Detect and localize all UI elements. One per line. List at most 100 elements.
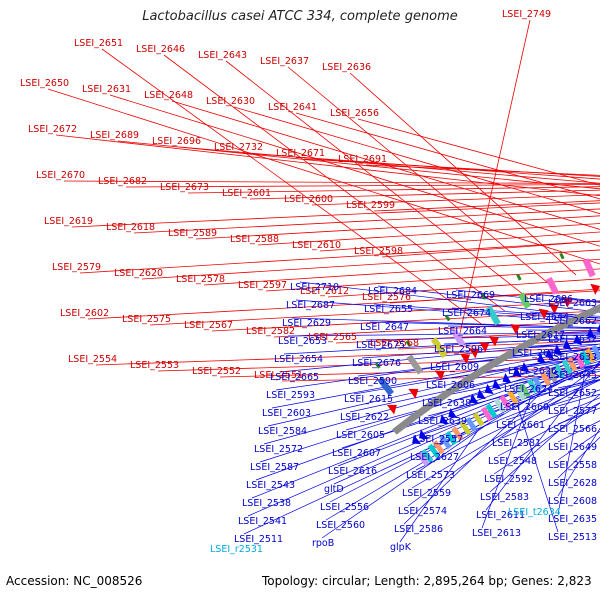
forward-gene-label: LSEI_2565 <box>308 332 357 343</box>
forward-gene-label: LSEI_2646 <box>136 44 185 55</box>
reverse-gene-label: LSEI_2543 <box>246 480 295 491</box>
leader-line <box>101 48 482 325</box>
reverse-gene-label: LSEI_2603 <box>262 408 311 419</box>
leader-line <box>203 258 600 286</box>
reverse-gene-label: glpK <box>390 542 412 553</box>
reverse-gene-label: LSEI_2661 <box>496 420 545 431</box>
feature-track-inner <box>412 323 600 467</box>
leader-line <box>481 397 532 529</box>
leader-line <box>211 310 600 332</box>
leader-line <box>341 363 600 449</box>
feature-band <box>574 353 586 369</box>
reverse-gene-label: LSEI_2622 <box>340 412 389 423</box>
leader-line <box>327 278 600 298</box>
reverse-gene-arrow <box>562 339 572 351</box>
leader-line <box>95 347 600 366</box>
feature-band <box>561 359 573 375</box>
forward-gene-label: LSEI_2612 <box>300 286 349 297</box>
leader-line <box>241 152 600 180</box>
forward-gene-arrow <box>510 323 521 335</box>
leader-line <box>71 202 600 228</box>
rna-gene-label: LSEI_t2634 <box>508 507 561 518</box>
forward-gene-label: LSEI_2689 <box>90 130 139 141</box>
forward-gene-arrow <box>488 336 499 347</box>
feature-band <box>527 378 539 394</box>
reverse-gene-arrow <box>537 353 547 364</box>
forward-gene-arrow <box>548 303 559 315</box>
reverse-gene-label: LSEI_2654 <box>274 354 323 365</box>
leader-line <box>319 231 600 252</box>
leader-line <box>265 268 600 292</box>
leader-line <box>361 341 600 359</box>
feature-band <box>451 426 464 441</box>
forward-gene-label: LSEI_2648 <box>144 90 193 101</box>
leader-line <box>271 346 600 409</box>
reverse-gene-label: LSEI_2644 <box>520 312 569 323</box>
leader-line <box>369 321 600 329</box>
leader-line <box>321 421 491 539</box>
reverse-gene-label: LSEI_2669 <box>446 290 495 301</box>
forward-gene-label: LSEI_2579 <box>52 262 101 273</box>
reverse-gene-arrow <box>412 434 422 445</box>
rna-feature-mark <box>405 340 412 347</box>
leader-line <box>435 356 600 381</box>
forward-gene-label: LSEI_2597 <box>238 280 287 291</box>
leader-line <box>365 164 600 176</box>
forward-gene-arrow <box>460 353 471 364</box>
leader-line <box>79 240 600 274</box>
reverse-gene-label: LSEI_2608 <box>548 496 597 507</box>
reverse-gene-label: LSEI_2628 <box>548 478 597 489</box>
leader-line <box>141 249 600 280</box>
reverse-gene-label: LSEI_2586 <box>394 524 443 535</box>
feature-band <box>465 416 478 432</box>
reverse-gene-label: LSEI_2633 <box>548 352 597 363</box>
forward-gene-label: LSEI_2691 <box>338 154 387 165</box>
leader-line <box>501 397 600 439</box>
leader-line <box>117 140 600 190</box>
reverse-gene-arrow <box>502 372 512 384</box>
feature-track-outer <box>374 252 600 415</box>
forward-gene-label: LSEI_2588 <box>230 234 279 245</box>
rna-gene-label: LSEI_r2531 <box>210 544 263 555</box>
forward-gene-arrow <box>538 308 549 320</box>
reverse-gene-label: LSEI_2629 <box>282 318 331 329</box>
forward-gene-label: LSEI_2631 <box>82 84 131 95</box>
forward-gene-label: LSEI_2567 <box>184 320 233 331</box>
forward-gene-label: LSEI_2620 <box>114 268 163 279</box>
rna-feature-mark <box>516 273 522 281</box>
leader-line <box>357 118 600 186</box>
leader-line <box>255 355 600 481</box>
forward-gene-label: LSEI_2643 <box>198 50 247 61</box>
leader-line <box>389 288 600 304</box>
leader-line <box>493 402 600 475</box>
leader-line <box>516 405 559 533</box>
reverse-gene-arrow <box>553 344 563 355</box>
leader-line <box>287 332 600 337</box>
reverse-gene-label: LSEI_2611 <box>476 510 525 521</box>
reverse-gene-label: LSEI_2710 <box>290 282 339 293</box>
forward-gene-label: LSEI_2602 <box>60 308 109 319</box>
feature-band <box>420 448 434 463</box>
reverse-gene-label: LSEI_2653 <box>278 336 327 347</box>
forward-gene-label: LSEI_2637 <box>260 56 309 67</box>
reverse-gene-label: LSEI_2596 <box>434 344 483 355</box>
feature-box <box>582 258 596 278</box>
leader-line <box>373 303 600 321</box>
leader-line <box>439 347 600 363</box>
forward-gene-label: LSEI_2650 <box>20 78 69 89</box>
leader-line <box>557 427 600 497</box>
reverse-gene-label: LSEI_2655 <box>364 304 413 315</box>
rna-feature-mark <box>444 314 451 322</box>
reverse-gene-label: LSEI_2557 <box>414 434 463 445</box>
leader-line <box>403 389 545 525</box>
reverse-gene-label: LSEI_2581 <box>492 438 541 449</box>
forward-gene-label: LSEI_2619 <box>44 216 93 227</box>
reverse-gene-label: LSEI_2577 <box>548 406 597 417</box>
feature-box <box>450 329 466 347</box>
reverse-gene-label: LSEI_2614 <box>512 348 561 359</box>
feature-band <box>459 420 472 436</box>
feature-band <box>439 435 452 450</box>
feature-band <box>427 443 441 458</box>
feature-box <box>430 336 448 359</box>
